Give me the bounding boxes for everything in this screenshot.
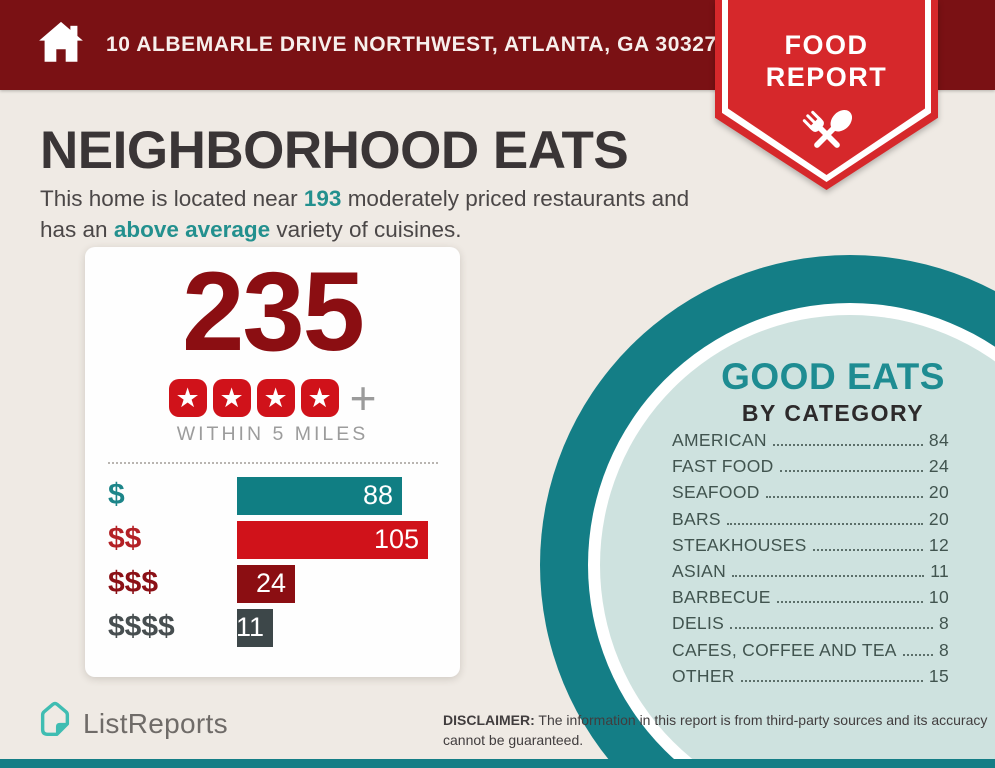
dotted-leader [772,444,923,446]
list-item: DELIS 8 [672,613,949,639]
category-label: STEAKHOUSES [672,534,807,555]
price-bar: 105 [237,520,428,559]
property-address: 10 ALBEMARLE DRIVE NORTHWEST, ATLANTA, G… [106,33,717,56]
star-icon: ★ [300,378,339,417]
good-eats-title: GOOD EATS [721,356,945,397]
list-item: BARS 20 [672,509,949,535]
category-label: BARS [672,508,721,529]
dotted-leader [740,679,923,682]
restaurant-count: 193 [303,186,342,211]
category-value: 12 [928,534,949,555]
variety-rating: above average [113,217,271,243]
list-item: SEAFOOD 20 [672,482,949,508]
subtitle-text: has an [40,217,114,243]
good-eats-subtitle: BY CATEGORY [741,400,925,426]
bar-row: $$$ 24 [85,564,460,603]
list-item: OTHER 15 [672,666,949,692]
price-tier-label: $$$ [108,565,159,599]
category-value: 15 [928,665,949,686]
price-bar: 88 [237,476,402,515]
dotted-leader [730,627,933,630]
category-value: 20 [928,482,949,503]
dotted-leader [812,548,923,551]
dotted-leader [776,601,923,604]
category-value: 8 [938,613,949,634]
disclaimer-label: DISCLAIMER: [443,712,535,728]
restaurant-summary-card: 235 ★ ★ ★ ★ + WITHIN 5 MILES $ 88 $$ 105… [85,247,460,677]
bar-row: $$$$ 11 [85,608,460,647]
category-label: ASIAN [672,560,727,581]
dotted-divider [107,461,438,464]
bottom-accent-bar [0,759,995,768]
bar-value: 11 [235,612,264,643]
category-value: 8 [938,639,949,660]
category-label: FAST FOOD [672,456,774,477]
price-tier-label: $$$$ [108,609,175,643]
bar-value: 105 [373,524,419,555]
list-item: FAST FOOD 24 [672,456,949,482]
category-value: 10 [928,587,949,608]
list-item: AMERICAN 84 [672,430,949,456]
list-item: BARBECUE 10 [672,587,949,613]
plus-icon: + [349,371,377,424]
category-value: 24 [928,456,949,477]
price-tier-label: $$ [108,521,142,555]
category-label: OTHER [672,665,735,686]
category-value: 84 [928,430,949,450]
ribbon-title-line1: FOOD [784,30,869,60]
subtitle-text: variety of cuisines. [270,217,462,243]
page-subtitle: This home is located near 193 moderately… [40,183,720,245]
star-icon: ★ [256,378,295,417]
total-restaurant-count: 235 [182,249,365,374]
ribbon-title-line2: REPORT [765,62,888,92]
disclaimer: DISCLAIMER: The information in this repo… [443,711,991,750]
bar-value: 24 [255,568,286,599]
category-label: SEAFOOD [672,482,760,503]
listreports-logo: ListReports [36,700,228,747]
category-label: DELIS [672,613,725,634]
bar-value: 88 [362,480,393,511]
home-icon [36,18,86,73]
category-list: AMERICAN 84 FAST FOOD 24 SEAFOOD 20 BARS 20 … [672,430,949,692]
star-icon: ★ [168,378,207,417]
brand-name: ListReports [83,707,228,739]
category-label: CAFES, COFFEE AND TEA [672,639,897,660]
page-title: NEIGHBORHOOD EATS [40,121,629,180]
disclaimer-text: The information in this report is from t… [443,712,988,748]
price-bar: 24 [237,564,295,603]
dotted-leader [726,522,923,525]
bar-row: $$ 105 [85,520,460,559]
list-item: ASIAN 11 [672,561,949,587]
crossed-spoon-fork-icon [793,109,861,173]
bar-row: $ 88 [85,476,460,515]
price-tier-bar-chart: $ 88 $$ 105 $$$ 24 $$$$ 11 [85,476,460,647]
price-bar: 11 [235,608,273,647]
dotted-leader [902,653,933,656]
category-value: 11 [930,560,949,581]
radius-label: WITHIN 5 MILES [176,422,369,445]
category-label: AMERICAN [672,430,767,450]
category-value: 20 [928,508,949,529]
list-item: CAFES, COFFEE AND TEA 8 [672,640,949,666]
dotted-leader [779,470,923,473]
food-report-ribbon: FOOD REPORT [715,0,938,190]
category-label: BARBECUE [672,587,771,608]
subtitle-text: moderately priced restaurants and [341,186,690,211]
price-tier-label: $ [108,477,125,511]
star-icon: ★ [212,378,251,417]
subtitle-text: This home is located near [40,186,304,211]
dotted-leader [732,574,925,577]
star-rating: ★ ★ ★ ★ + [85,371,460,424]
dotted-leader [765,496,923,499]
listreports-house-icon [36,700,74,747]
list-item: STEAKHOUSES 12 [672,535,949,561]
